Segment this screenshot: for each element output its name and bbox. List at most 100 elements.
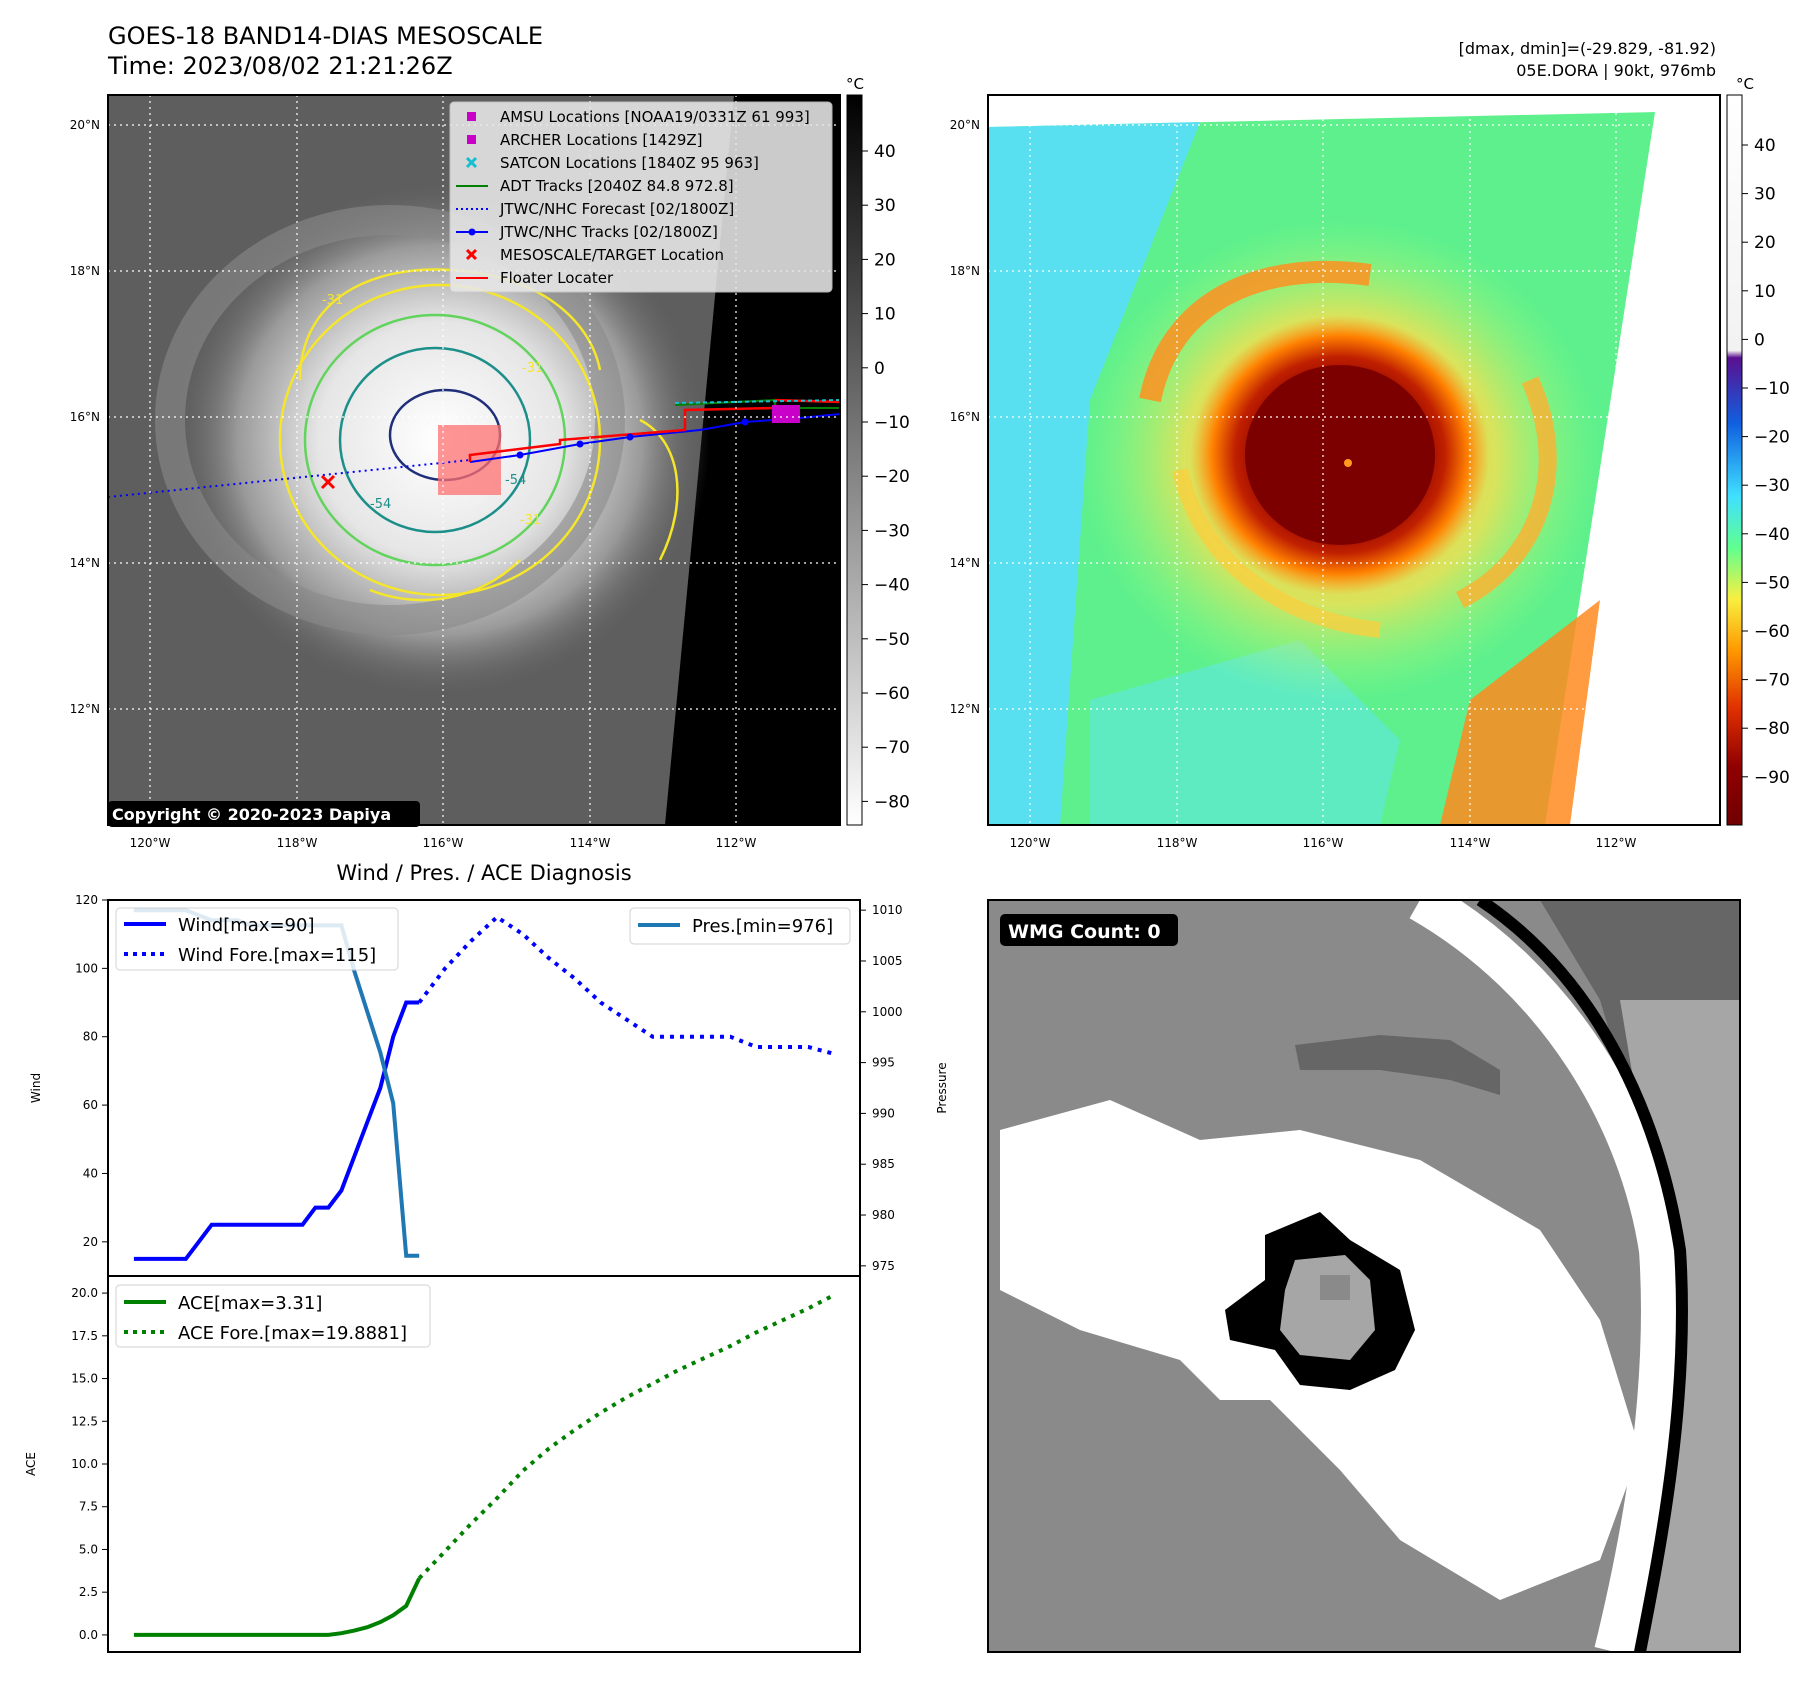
axis-tick-label: 60 (83, 1098, 98, 1112)
axis-tick-label: 80 (83, 1030, 98, 1044)
series-line-forecast (417, 914, 835, 1056)
colorbar-tick: −60 (1754, 622, 1790, 642)
lon-tick: 116°W (1303, 836, 1344, 850)
lat-tick: 20°N (70, 118, 100, 132)
colorbar-tick: −50 (874, 630, 910, 650)
legend-label: ADT Tracks [2040Z 84.8 972.8] (500, 177, 734, 195)
lat-tick: 18°N (950, 264, 980, 278)
lon-tick: 120°W (1010, 836, 1051, 850)
copyright-badge (108, 801, 420, 827)
lat-tick: 14°N (70, 556, 100, 570)
lon-tick: 112°W (716, 836, 757, 850)
axis-tick-label: 1005 (872, 954, 903, 968)
axis-tick-label: 7.5 (79, 1500, 98, 1514)
contour-teal (338, 346, 532, 534)
lon-tick: 114°W (570, 836, 611, 850)
lon-tick: 118°W (277, 836, 318, 850)
ir-lon-labels: 120°W 118°W 116°W 114°W 112°W (130, 836, 757, 850)
color-map-frame (987, 94, 1721, 826)
color-eye-core (1245, 365, 1435, 545)
color-colorbar (1726, 94, 1743, 826)
contour-label: -31 (522, 361, 543, 376)
stats-text: [dmax, dmin]=(-29.829, -81.92) (1459, 39, 1716, 58)
ir-lat-labels: 20°N 18°N 16°N 14°N 12°N (70, 118, 100, 716)
color-spiral-band-north (1139, 261, 1372, 403)
color-map-panel: 20°N 18°N 16°N 14°N 12°N 120°W 118°W 116… (950, 75, 1790, 850)
ace-ylabel: ACE (24, 1452, 38, 1476)
ir-map-panel: -31 -31 -54 -31 -54 (70, 75, 910, 850)
series-line-observed (133, 1000, 420, 1261)
axis-tick-label: 120 (75, 893, 98, 907)
contour-label: -54 (505, 473, 526, 488)
color-lon-labels: 120°W 118°W 116°W 114°W 112°W (1010, 836, 1637, 850)
wmg-count-badge (1000, 914, 1178, 946)
colorbar-tick: −40 (1754, 525, 1790, 545)
colorbar-tick: −30 (1754, 476, 1790, 496)
wmg-black-band (1476, 900, 1688, 1652)
axis-tick-label: 17.5 (71, 1329, 98, 1343)
legend-label: JTWC/NHC Forecast [02/1800Z] (499, 200, 734, 218)
axis-tick-label: 12.5 (71, 1414, 98, 1428)
diagnosis-chart: Wind / Pres. / ACE Diagnosis Wind Pressu… (24, 861, 949, 1653)
axis-tick-label: 1000 (872, 1005, 903, 1019)
axis-tick-label: 40 (83, 1166, 98, 1180)
axis-tick-label: 985 (872, 1157, 895, 1171)
colorbar-tick: −90 (1754, 768, 1790, 788)
chart-ticks: 20 40 60 80 100 120 975 980 985 990 995 1000 1005 101… (71, 893, 902, 1642)
series-line-forecast (417, 1293, 836, 1580)
color-spiral-band-south (1172, 468, 1381, 638)
lon-tick: 118°W (1157, 836, 1198, 850)
lon-tick: 116°W (423, 836, 464, 850)
axis-tick-label: 20.0 (71, 1286, 98, 1300)
ace-legend: ACE[max=3.31] ACE Fore.[max=19.8881] (115, 1284, 431, 1348)
lat-tick: 20°N (950, 118, 980, 132)
colorbar-tick: −10 (874, 413, 910, 433)
colorbar-tick: 20 (874, 250, 896, 270)
axis-tick-label: 10.0 (71, 1457, 98, 1471)
lon-tick: 120°W (130, 836, 171, 850)
colorbar-tick: 0 (1754, 330, 1765, 350)
axis-tick-label: 995 (872, 1056, 895, 1070)
color-gridlines (988, 95, 1720, 825)
color-map-cyan-west (988, 122, 1200, 825)
wmg-dark-streak (1295, 1035, 1500, 1095)
colorbar-tick: −70 (1754, 671, 1790, 691)
ir-colorbar (846, 94, 863, 826)
wmg-white-band (1409, 900, 1683, 1652)
colorbar-tick: 10 (874, 305, 896, 325)
lat-tick: 12°N (70, 702, 100, 716)
legend-entry: ACE[max=3.31] (178, 1293, 322, 1314)
wmg-eye-center (1320, 1275, 1350, 1300)
contour-label: -31 (322, 293, 343, 308)
ir-colorbar-ticks: 40 30 20 10 0 −10 −20 −30 −40 −50 −60 −70 −80 (862, 142, 910, 812)
copyright-text: Copyright © 2020-2023 Dapiya (112, 805, 391, 824)
target-location-marker (320, 474, 336, 490)
axis-tick-label: 1010 (872, 903, 903, 917)
colorbar-tick: 0 (874, 359, 885, 379)
legend-entry: SATCON Locations [1840Z 95 963] (465, 154, 759, 172)
lat-tick: 18°N (70, 264, 100, 278)
axis-tick-label: 0.0 (79, 1628, 98, 1642)
axis-tick-label: 15.0 (71, 1372, 98, 1386)
amsu-marker (772, 405, 800, 423)
legend-entry: ACE Fore.[max=19.8881] (178, 1323, 407, 1344)
colorbar-tick: 40 (874, 142, 896, 162)
legend-label: JTWC/NHC Tracks [02/1800Z] (499, 223, 718, 241)
legend-label: MESOSCALE/TARGET Location (500, 246, 724, 264)
legend-label: ARCHER Locations [1429Z] (500, 131, 703, 149)
colorbar-tick: 20 (1754, 233, 1776, 253)
axis-tick-label: 100 (75, 961, 98, 975)
colorbar-tick: 30 (874, 196, 896, 216)
axis-tick-label: 2.5 (79, 1585, 98, 1599)
legend-entry: AMSU Locations [NOAA19/0331Z 61 993] (467, 108, 810, 126)
ir-colorbar-unit: °C (846, 75, 864, 93)
colorbar-tick: −20 (1754, 428, 1790, 448)
wind-ylabel: Wind (29, 1073, 43, 1103)
ir-map-frame (107, 94, 841, 826)
figure-title: GOES-18 BAND14-DIAS MESOSCALE (108, 22, 543, 50)
pressure-ylabel: Pressure (935, 1062, 949, 1113)
legend-entry: Pres.[min=976] (692, 916, 833, 937)
colorbar-tick: −20 (874, 467, 910, 487)
ir-outer-band (155, 205, 625, 635)
